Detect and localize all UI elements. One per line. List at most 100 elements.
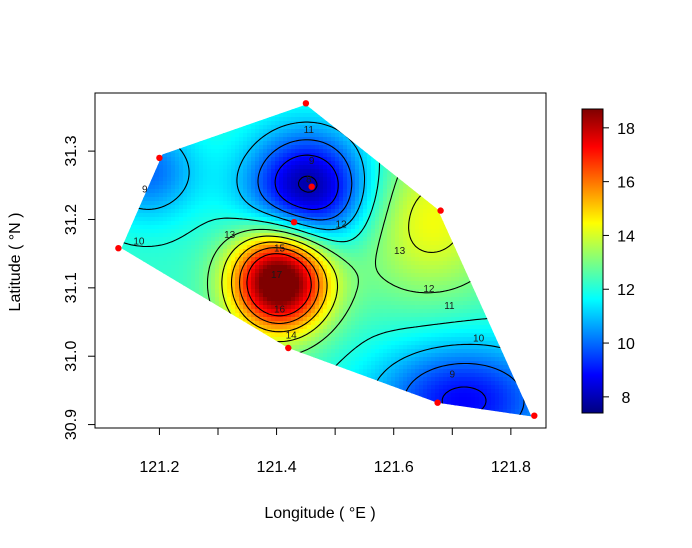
- heat-cell: [139, 321, 144, 326]
- heat-cell: [167, 357, 172, 362]
- heat-cell: [323, 345, 328, 350]
- heat-cell: [227, 245, 232, 250]
- heat-cell: [167, 333, 172, 338]
- heat-cell: [167, 117, 172, 122]
- heat-cell: [115, 329, 120, 334]
- heat-cell: [155, 129, 160, 134]
- heat-cell: [295, 373, 300, 378]
- heat-cell: [295, 153, 300, 158]
- heat-cell: [183, 273, 188, 278]
- heat-cell: [295, 213, 300, 218]
- heat-cell: [239, 301, 244, 306]
- heat-cell: [243, 113, 248, 118]
- heat-cell: [131, 333, 136, 338]
- heat-cell: [271, 197, 276, 202]
- heat-cell: [191, 105, 196, 110]
- heat-cell: [263, 421, 268, 426]
- heat-cell: [159, 109, 164, 114]
- heat-cell: [303, 293, 308, 298]
- heat-cell: [267, 409, 272, 414]
- heat-cell: [107, 341, 112, 346]
- heat-cell: [235, 401, 240, 406]
- heat-cell: [215, 189, 220, 194]
- heat-cell: [331, 109, 336, 114]
- heat-cell: [187, 253, 192, 258]
- heat-cell: [215, 305, 220, 310]
- heat-cell: [227, 217, 232, 222]
- heat-cell: [131, 301, 136, 306]
- heat-cell: [211, 145, 216, 150]
- heat-cell: [287, 209, 292, 214]
- heat-cell: [259, 301, 264, 306]
- heat-cell: [99, 109, 104, 114]
- heat-cell: [319, 357, 324, 362]
- heat-cell: [123, 201, 128, 206]
- heat-cell: [227, 401, 232, 406]
- heat-cell: [271, 333, 276, 338]
- heat-cell: [287, 273, 292, 278]
- heat-cell: [191, 373, 196, 378]
- heat-cell: [291, 113, 296, 118]
- heat-cell: [171, 393, 176, 398]
- heat-cell: [319, 97, 324, 102]
- heat-cell: [155, 289, 160, 294]
- heat-cell: [139, 309, 144, 314]
- heat-cell: [99, 137, 104, 142]
- heat-cell: [239, 113, 244, 118]
- heat-cell: [315, 93, 320, 98]
- heat-cell: [315, 97, 320, 102]
- heat-cell: [147, 225, 152, 230]
- heat-cell: [223, 133, 228, 138]
- heat-cell: [267, 213, 272, 218]
- heat-cell: [119, 425, 124, 430]
- heat-cell: [295, 157, 300, 162]
- heat-cell: [199, 245, 204, 250]
- heat-cell: [275, 373, 280, 378]
- heat-cell: [195, 401, 200, 406]
- heat-cell: [111, 313, 116, 318]
- heat-cell: [95, 325, 100, 330]
- heat-cell: [247, 285, 252, 290]
- heat-cell: [199, 197, 204, 202]
- heat-cell: [163, 293, 168, 298]
- heat-cell: [199, 397, 204, 402]
- heat-cell: [195, 389, 200, 394]
- heat-cell: [315, 161, 320, 166]
- heat-cell: [215, 389, 220, 394]
- heat-cell: [127, 104, 132, 106]
- heat-cell: [95, 357, 100, 362]
- heat-cell: [315, 385, 320, 390]
- heat-cell: [287, 113, 292, 118]
- heat-cell: [147, 185, 152, 190]
- heat-cell: [131, 229, 136, 234]
- heat-cell: [279, 129, 284, 134]
- heat-cell: [291, 313, 296, 318]
- heat-cell: [159, 165, 164, 170]
- heat-cell: [307, 197, 312, 202]
- heat-cell: [111, 109, 116, 114]
- heat-cell: [171, 229, 176, 234]
- heat-cell: [107, 185, 112, 190]
- heat-cell: [183, 265, 188, 270]
- heat-cell: [171, 321, 176, 326]
- heat-cell: [267, 217, 272, 222]
- heat-cell: [231, 237, 236, 242]
- heat-cell: [231, 241, 236, 246]
- heat-cell: [121, 141, 124, 146]
- heat-cell: [199, 205, 204, 210]
- heat-cell: [203, 237, 208, 242]
- heat-cell: [231, 357, 236, 362]
- heat-cell: [95, 137, 100, 142]
- heat-cell: [159, 417, 164, 422]
- heat-cell: [171, 285, 176, 290]
- heat-cell: [131, 421, 136, 426]
- heat-cell: [123, 209, 128, 214]
- heat-cell: [167, 341, 172, 346]
- heat-cell: [183, 137, 188, 142]
- heat-cell: [207, 417, 212, 422]
- heat-cell: [227, 385, 232, 390]
- heat-cell: [95, 109, 100, 114]
- heat-cell: [223, 305, 228, 310]
- heat-cell: [95, 177, 100, 182]
- heat-cell: [159, 301, 164, 306]
